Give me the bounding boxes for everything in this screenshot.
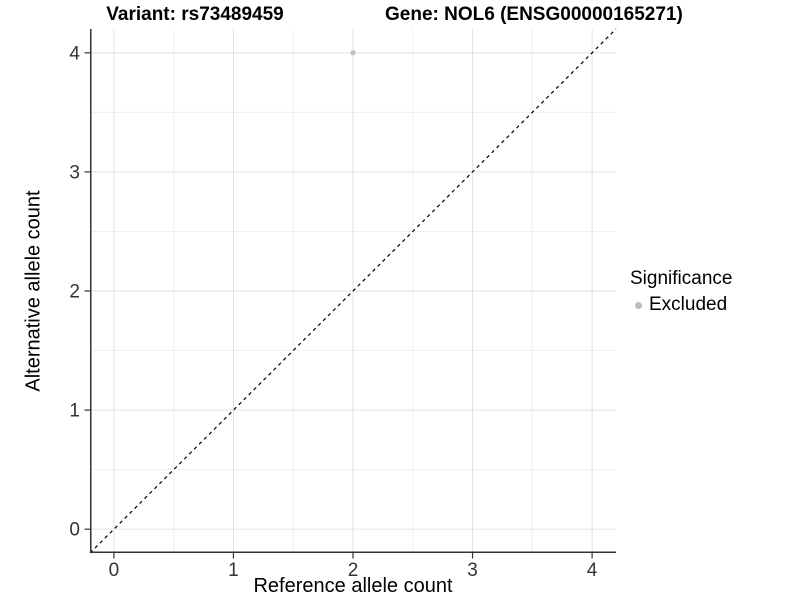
legend-point-icon: [635, 301, 642, 309]
y-tick-label: 2: [69, 282, 80, 303]
x-tick-label: 2: [348, 560, 359, 581]
plot-title-gene: Gene: NOL6 (ENSG00000165271): [385, 4, 683, 25]
legend-item-excluded: Excluded: [630, 294, 732, 316]
plot-title-variant: Variant: rs73489459: [106, 4, 284, 25]
x-tick-label: 0: [109, 560, 120, 581]
data-point: [350, 50, 356, 56]
legend: Significance Excluded: [630, 268, 732, 316]
y-tick-label: 3: [69, 162, 80, 183]
y-axis-title: Alternative allele count: [22, 190, 45, 392]
y-tick-label: 4: [69, 43, 80, 64]
plot-panel: 0 1 2 3 4 0 1 2 3 4: [69, 28, 617, 581]
scatter-chart: 0 1 2 3 4 0 1 2 3 4: [69, 28, 617, 581]
legend-item-label: Excluded: [649, 294, 728, 315]
x-tick-label: 1: [228, 560, 239, 581]
x-tick-label: 4: [587, 560, 598, 581]
y-tick-label: 0: [69, 520, 80, 541]
x-axis-title: Reference allele count: [253, 575, 453, 597]
x-tick-label: 3: [467, 560, 478, 581]
legend-title: Significance: [630, 268, 733, 289]
y-tick-label: 1: [69, 401, 80, 422]
identity-reference-line: [89, 28, 617, 554]
